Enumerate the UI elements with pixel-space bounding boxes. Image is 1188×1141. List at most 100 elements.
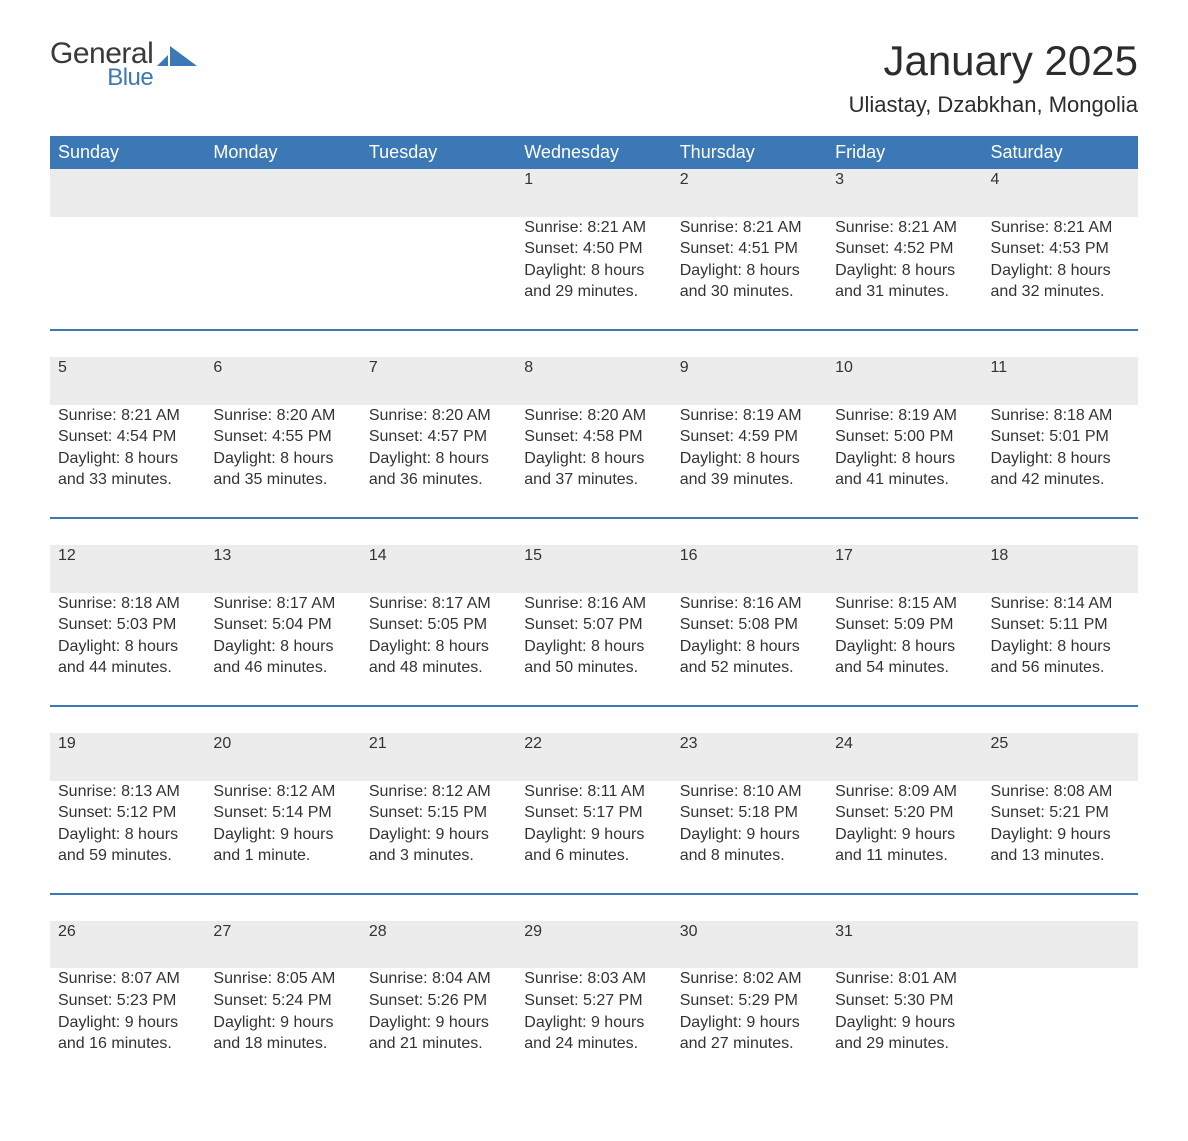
day-number: 4	[983, 169, 1138, 217]
calendar-document: General Blue January 2025 Uliastay, Dzab…	[0, 0, 1188, 1141]
day-cell: Sunrise: 8:05 AMSunset: 5:24 PMDaylight:…	[205, 968, 360, 1080]
weekday-header: Friday	[827, 136, 982, 169]
day-cell: Sunrise: 8:21 AMSunset: 4:51 PMDaylight:…	[672, 217, 827, 330]
daylight-line: Daylight: 8 hours and 52 minutes.	[680, 636, 819, 679]
sunrise-line: Sunrise: 8:16 AM	[680, 593, 819, 615]
sunset-line: Sunset: 4:54 PM	[58, 426, 197, 448]
day-cell: Sunrise: 8:17 AMSunset: 5:04 PMDaylight:…	[205, 593, 360, 706]
day-cell: Sunrise: 8:21 AMSunset: 4:53 PMDaylight:…	[983, 217, 1138, 330]
sunrise-line: Sunrise: 8:12 AM	[369, 781, 508, 803]
daylight-line: Daylight: 9 hours and 29 minutes.	[835, 1012, 974, 1055]
daylight-line: Daylight: 9 hours and 21 minutes.	[369, 1012, 508, 1055]
week-separator	[50, 706, 1138, 733]
daylight-line: Daylight: 8 hours and 30 minutes.	[680, 260, 819, 303]
calendar-body: 1234Sunrise: 8:21 AMSunset: 4:50 PMDayli…	[50, 169, 1138, 1081]
empty-cell	[205, 169, 360, 217]
sunrise-line: Sunrise: 8:21 AM	[58, 405, 197, 427]
day-number: 28	[361, 921, 516, 969]
sunrise-line: Sunrise: 8:16 AM	[524, 593, 663, 615]
sunrise-line: Sunrise: 8:18 AM	[991, 405, 1130, 427]
daylight-line: Daylight: 8 hours and 46 minutes.	[213, 636, 352, 679]
sunrise-line: Sunrise: 8:20 AM	[213, 405, 352, 427]
day-cell: Sunrise: 8:20 AMSunset: 4:55 PMDaylight:…	[205, 405, 360, 518]
weekday-header: Sunday	[50, 136, 205, 169]
sunrise-line: Sunrise: 8:09 AM	[835, 781, 974, 803]
daylight-line: Daylight: 8 hours and 39 minutes.	[680, 448, 819, 491]
sunrise-line: Sunrise: 8:17 AM	[213, 593, 352, 615]
sunrise-line: Sunrise: 8:04 AM	[369, 968, 508, 990]
day-number: 20	[205, 733, 360, 781]
daylight-line: Daylight: 8 hours and 31 minutes.	[835, 260, 974, 303]
day-cell: Sunrise: 8:21 AMSunset: 4:52 PMDaylight:…	[827, 217, 982, 330]
sunset-line: Sunset: 5:18 PM	[680, 802, 819, 824]
day-cell: Sunrise: 8:12 AMSunset: 5:15 PMDaylight:…	[361, 781, 516, 894]
day-cell: Sunrise: 8:10 AMSunset: 5:18 PMDaylight:…	[672, 781, 827, 894]
day-number: 19	[50, 733, 205, 781]
day-number: 12	[50, 545, 205, 593]
weekday-header: Tuesday	[361, 136, 516, 169]
day-cell: Sunrise: 8:20 AMSunset: 4:58 PMDaylight:…	[516, 405, 671, 518]
empty-cell	[983, 921, 1138, 969]
sunrise-line: Sunrise: 8:21 AM	[524, 217, 663, 239]
empty-cell	[361, 169, 516, 217]
day-content-row: Sunrise: 8:21 AMSunset: 4:50 PMDaylight:…	[50, 217, 1138, 330]
sunrise-line: Sunrise: 8:20 AM	[369, 405, 508, 427]
day-number: 29	[516, 921, 671, 969]
weekday-header: Saturday	[983, 136, 1138, 169]
sunrise-line: Sunrise: 8:13 AM	[58, 781, 197, 803]
empty-cell	[50, 169, 205, 217]
daylight-line: Daylight: 9 hours and 24 minutes.	[524, 1012, 663, 1055]
day-number: 24	[827, 733, 982, 781]
daylight-line: Daylight: 8 hours and 42 minutes.	[991, 448, 1130, 491]
day-cell: Sunrise: 8:14 AMSunset: 5:11 PMDaylight:…	[983, 593, 1138, 706]
daylight-line: Daylight: 9 hours and 8 minutes.	[680, 824, 819, 867]
daylight-line: Daylight: 9 hours and 13 minutes.	[991, 824, 1130, 867]
day-cell: Sunrise: 8:01 AMSunset: 5:30 PMDaylight:…	[827, 968, 982, 1080]
sunset-line: Sunset: 5:04 PM	[213, 614, 352, 636]
daylight-line: Daylight: 8 hours and 56 minutes.	[991, 636, 1130, 679]
sunset-line: Sunset: 5:23 PM	[58, 990, 197, 1012]
brand-logo: General Blue	[50, 40, 197, 89]
day-number-row: 12131415161718	[50, 545, 1138, 593]
sunrise-line: Sunrise: 8:18 AM	[58, 593, 197, 615]
day-content-row: Sunrise: 8:13 AMSunset: 5:12 PM Daylight:…	[50, 781, 1138, 894]
day-content-row: Sunrise: 8:18 AMSunset: 5:03 PMDaylight:…	[50, 593, 1138, 706]
day-cell: Sunrise: 8:11 AMSunset: 5:17 PMDaylight:…	[516, 781, 671, 894]
day-cell: Sunrise: 8:16 AMSunset: 5:08 PMDaylight:…	[672, 593, 827, 706]
daylight-line: Daylight: 8 hours and 44 minutes.	[58, 636, 197, 679]
day-cell: Sunrise: 8:21 AMSunset: 4:54 PMDaylight:…	[50, 405, 205, 518]
daylight-line: Daylight: 9 hours and 1 minute.	[213, 824, 352, 867]
daylight-line: Daylight: 9 hours and 16 minutes.	[58, 1012, 197, 1055]
daylight-line: Daylight: 8 hours and 54 minutes.	[835, 636, 974, 679]
day-content-row: Sunrise: 8:21 AMSunset: 4:54 PMDaylight:…	[50, 405, 1138, 518]
daylight-line: Daylight: 8 hours and 41 minutes.	[835, 448, 974, 491]
sunrise-line: Sunrise: 8:20 AM	[524, 405, 663, 427]
sunset-line: Sunset: 5:12 PM	[58, 802, 197, 824]
daylight-line: Daylight: 8 hours and 32 minutes.	[991, 260, 1130, 303]
daylight-line: Daylight: 9 hours and 18 minutes.	[213, 1012, 352, 1055]
day-number-row: 19202122232425	[50, 733, 1138, 781]
sunset-line: Sunset: 5:08 PM	[680, 614, 819, 636]
daylight-line: Daylight: 8 hours and 33 minutes.	[58, 448, 197, 491]
sunset-line: Sunset: 5:09 PM	[835, 614, 974, 636]
day-number: 16	[672, 545, 827, 593]
sunset-line: Sunset: 5:29 PM	[680, 990, 819, 1012]
day-cell: Sunrise: 8:12 AMSunset: 5:14 PMDaylight:…	[205, 781, 360, 894]
day-cell: Sunrise: 8:02 AMSunset: 5:29 PMDaylight:…	[672, 968, 827, 1080]
sunrise-line: Sunrise: 8:07 AM	[58, 968, 197, 990]
sunrise-line: Sunrise: 8:08 AM	[991, 781, 1130, 803]
day-number: 2	[672, 169, 827, 217]
sunset-line: Sunset: 5:05 PM	[369, 614, 508, 636]
day-number-row: 567891011	[50, 357, 1138, 405]
weekday-header: Thursday	[672, 136, 827, 169]
sunset-line: Sunset: 4:52 PM	[835, 238, 974, 260]
day-number: 30	[672, 921, 827, 969]
day-number: 17	[827, 545, 982, 593]
sunset-line: Sunset: 5:30 PM	[835, 990, 974, 1012]
day-cell: Sunrise: 8:21 AMSunset: 4:50 PMDaylight:…	[516, 217, 671, 330]
daylight-line: Daylight: 8 hours and 50 minutes.	[524, 636, 663, 679]
day-cell: Sunrise: 8:19 AMSunset: 5:00 PMDaylight:…	[827, 405, 982, 518]
sunset-line: Sunset: 5:20 PM	[835, 802, 974, 824]
weekday-header-row: SundayMondayTuesdayWednesdayThursdayFrid…	[50, 136, 1138, 169]
day-number: 22	[516, 733, 671, 781]
